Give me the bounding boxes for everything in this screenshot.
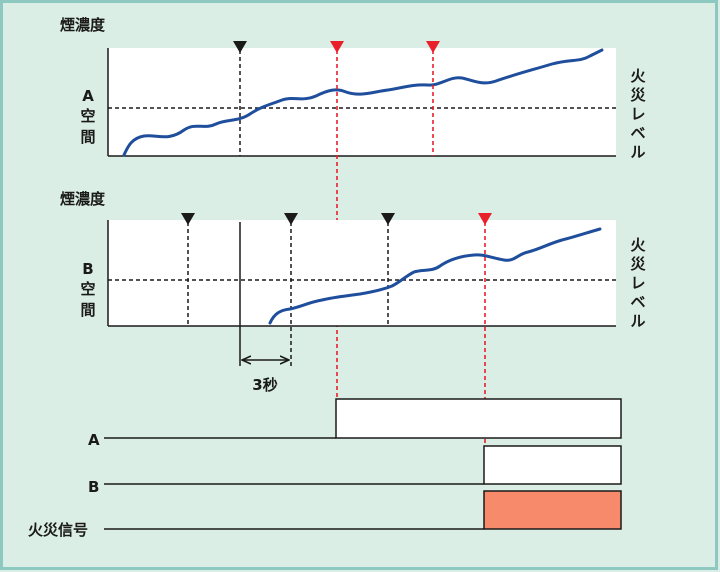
chart-b-level-label-1: 災 xyxy=(630,255,646,273)
chart-b-space-label-1: 空 xyxy=(80,280,95,298)
chart-b-level-label-0: 火 xyxy=(630,236,646,254)
chart-a-red-marker-2 xyxy=(426,41,440,53)
chart-b-sample-marker-2 xyxy=(284,213,298,225)
chart-a: 煙濃度 A 空 間 火 災 レ ベ ル xyxy=(60,16,646,398)
chart-b-level-label-4: ル xyxy=(630,312,645,330)
chart-b-level-label-2: レ xyxy=(630,274,645,292)
signal-timing: A B 火災信号 xyxy=(28,398,622,539)
chart-a-ylabel: 煙濃度 xyxy=(60,16,106,34)
chart-a-space-label-2: 間 xyxy=(80,128,95,146)
chart-b-space-label-0: B xyxy=(82,260,93,278)
chart-b-plot-area xyxy=(108,220,616,326)
chart-b-space-label-2: 間 xyxy=(80,301,95,319)
chart-a-plot-area xyxy=(108,48,616,156)
chart-b-level-label: 火 災 レ ベ ル xyxy=(630,236,646,330)
chart-a-red-marker-1 xyxy=(330,41,344,53)
fire-signal-label: 火災信号 xyxy=(28,521,88,539)
chart-a-space-label: A 空 間 xyxy=(80,87,95,146)
signal-a-label: A xyxy=(88,431,100,449)
chart-b-sample-marker-1 xyxy=(181,213,195,225)
chart-a-space-label-0: A xyxy=(82,87,94,105)
interval-label: 3秒 xyxy=(252,376,277,394)
signal-a-pulse xyxy=(335,398,622,439)
chart-b: 煙濃度 B 空 間 火 災 レ ベ ル 3秒 xyxy=(60,190,646,446)
chart-a-level-label-1: 災 xyxy=(630,86,646,104)
chart-b-level-label-3: ベ xyxy=(630,293,645,311)
chart-a-level-label-4: ル xyxy=(630,143,645,161)
chart-b-sample-marker-3 xyxy=(381,213,395,225)
chart-a-level-label-2: レ xyxy=(630,105,645,123)
chart-a-smoke-curve xyxy=(122,48,604,157)
signal-b-label: B xyxy=(88,478,99,496)
fire-signal-pulse xyxy=(483,490,622,530)
chart-b-space-label: B 空 間 xyxy=(80,260,95,319)
chart-a-level-label-0: 火 xyxy=(630,67,646,85)
chart-a-space-label-1: 空 xyxy=(80,107,95,125)
chart-a-level-label-3: ベ xyxy=(630,124,645,142)
chart-b-red-marker xyxy=(478,213,492,225)
chart-b-smoke-curve xyxy=(268,227,602,325)
chart-a-level-label: 火 災 レ ベ ル xyxy=(630,67,646,161)
chart-a-sample-marker-1 xyxy=(233,41,247,53)
chart-b-ylabel: 煙濃度 xyxy=(60,190,106,208)
signal-b-pulse xyxy=(483,445,622,485)
